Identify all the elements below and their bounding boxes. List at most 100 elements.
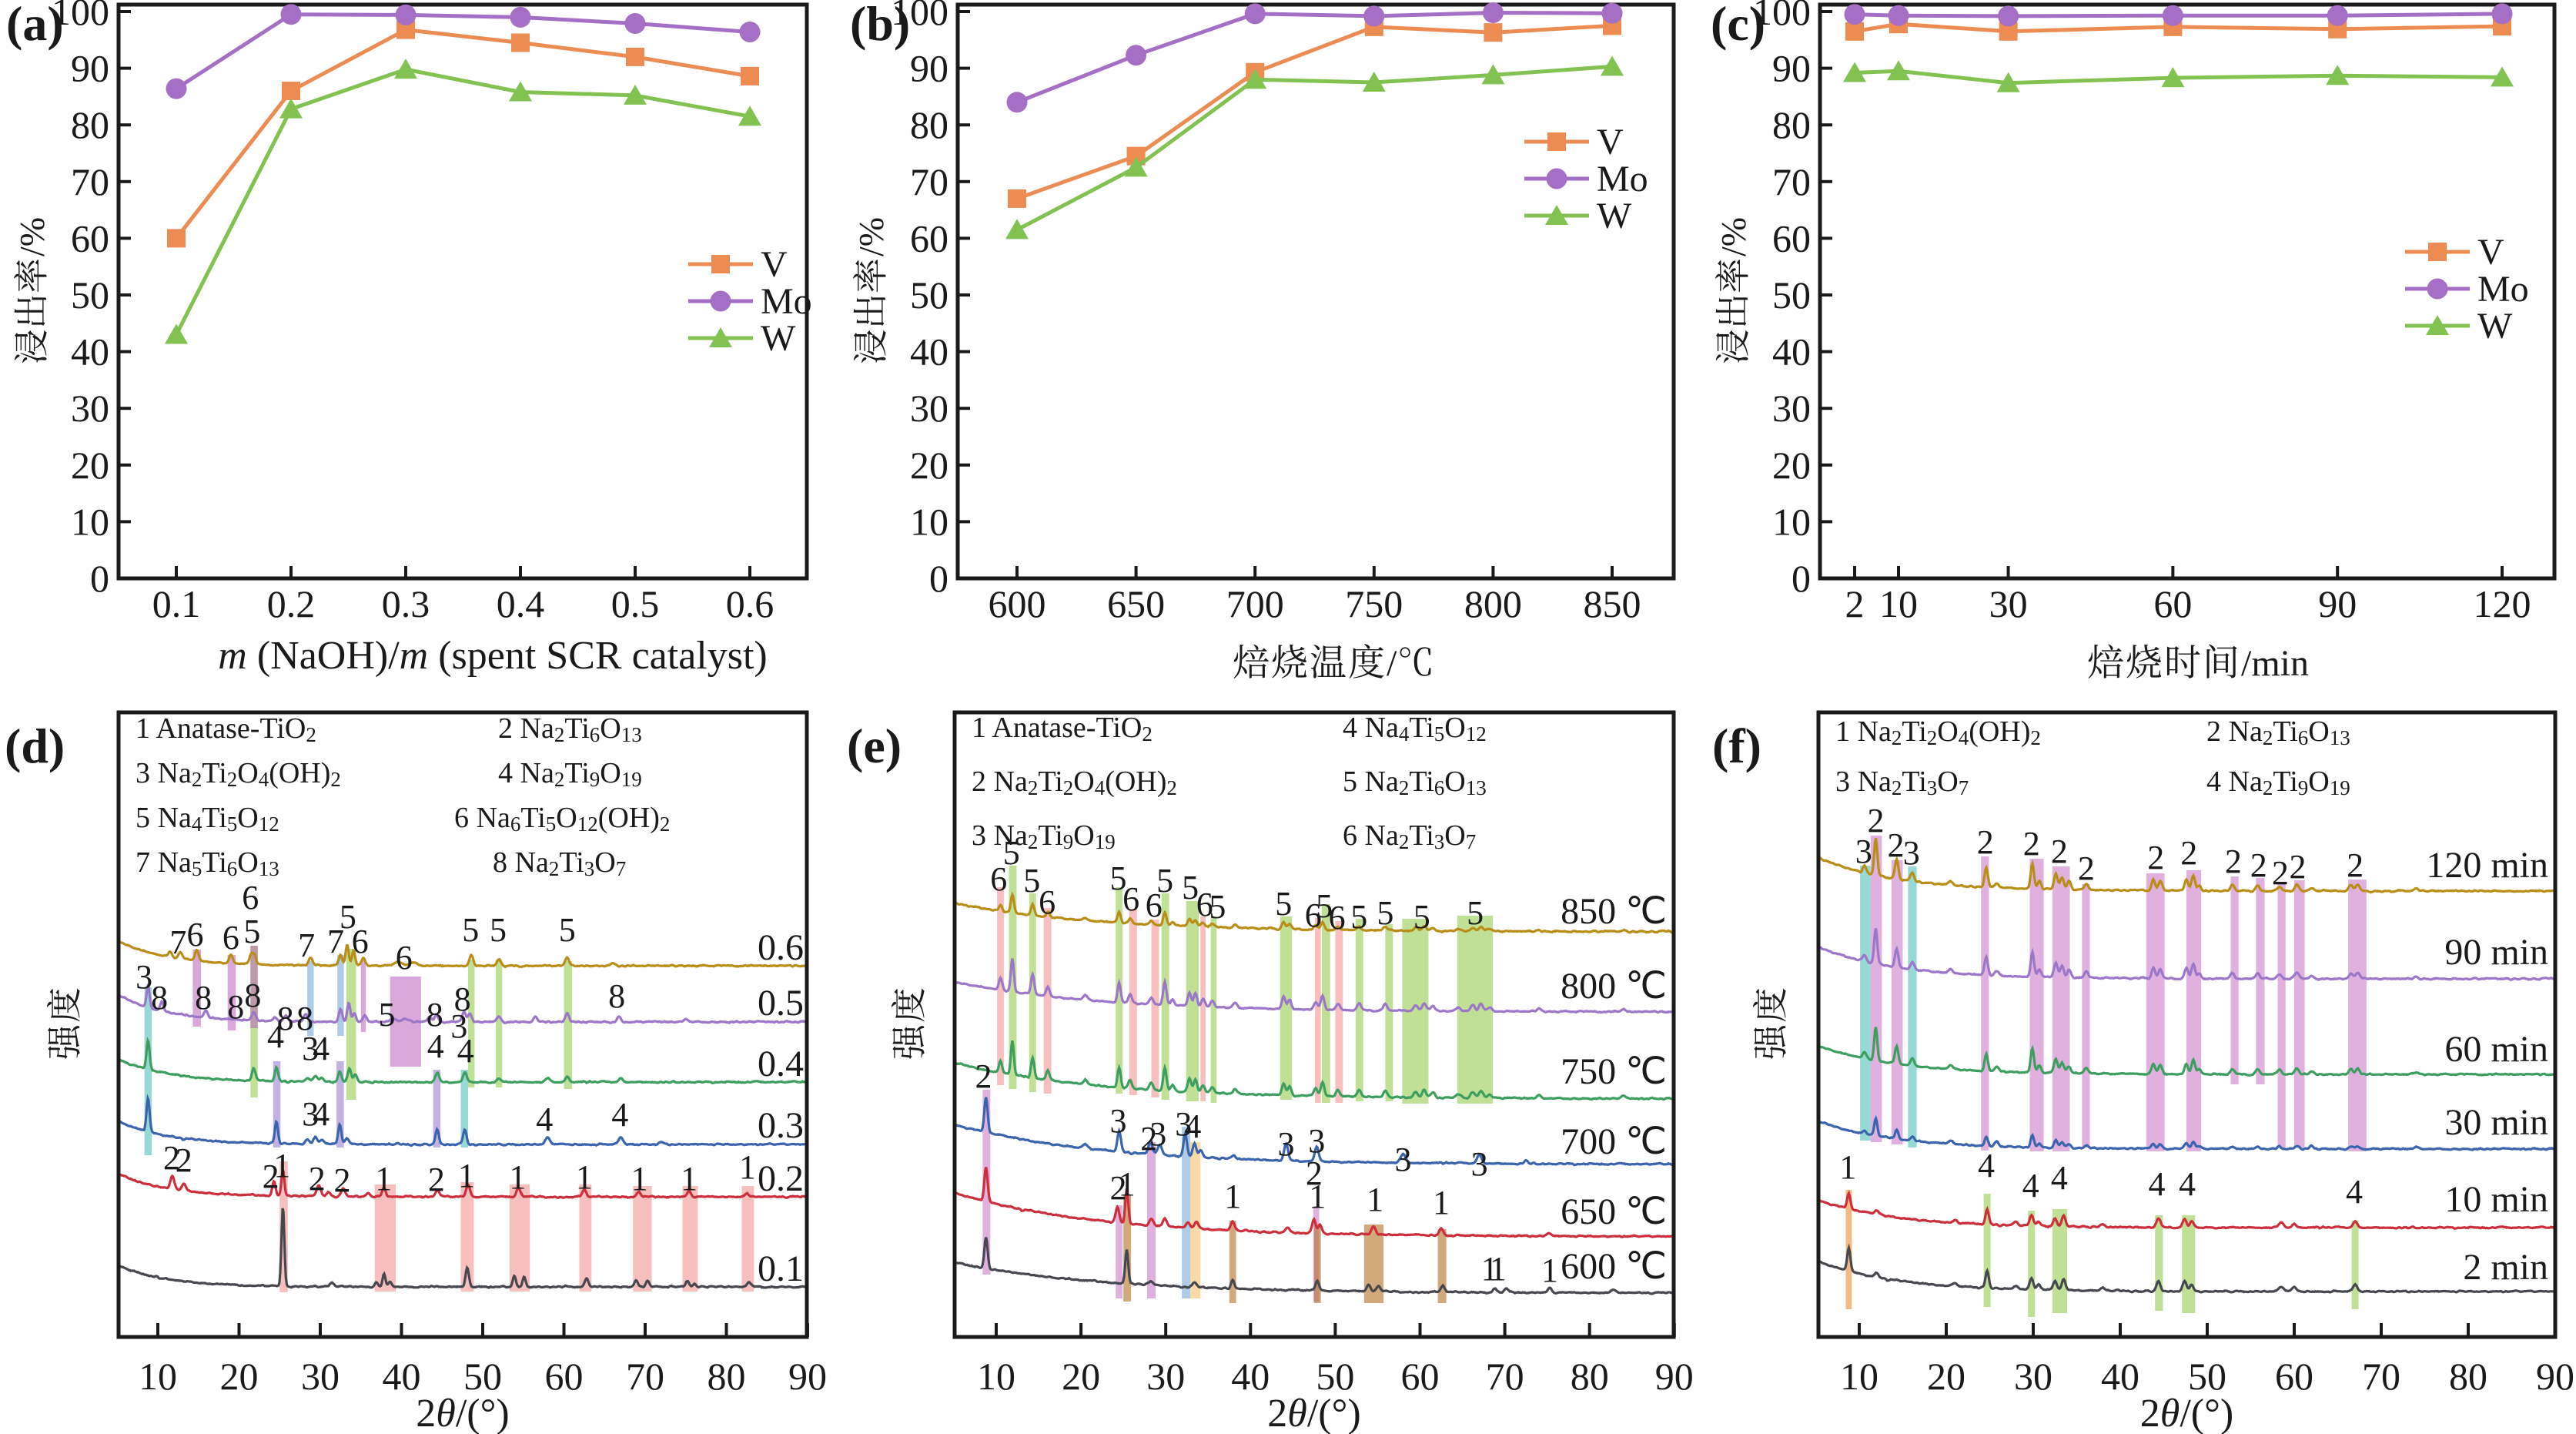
- svg-text:8: 8: [244, 977, 261, 1014]
- svg-text:30: 30: [2014, 1355, 2052, 1398]
- svg-text:60 min: 60 min: [2444, 1029, 2548, 1070]
- svg-text:120: 120: [2474, 582, 2531, 625]
- svg-text:0: 0: [1791, 557, 1811, 600]
- svg-text:2: 2: [1868, 802, 1885, 839]
- svg-text:1: 1: [458, 1157, 475, 1194]
- svg-text:7: 7: [298, 926, 315, 964]
- svg-text:5: 5: [1003, 834, 1020, 872]
- svg-text:4: 4: [2022, 1167, 2039, 1204]
- svg-text:3 Na2Ti9O19: 3 Na2Ti9O19: [972, 819, 1116, 853]
- svg-text:70: 70: [1772, 160, 1811, 203]
- svg-text:2 Na2Ti2O4(OH)2: 2 Na2Ti2O4(OH)2: [972, 766, 1177, 799]
- svg-text:30: 30: [1772, 387, 1811, 430]
- svg-text:50: 50: [71, 273, 109, 317]
- svg-text:20: 20: [220, 1355, 259, 1398]
- svg-text:0.6: 0.6: [726, 582, 774, 625]
- svg-text:10: 10: [1840, 1355, 1878, 1398]
- svg-text:5: 5: [1209, 888, 1226, 926]
- svg-text:70: 70: [71, 160, 109, 203]
- svg-text:/%: /%: [1714, 217, 1753, 256]
- svg-text:8: 8: [195, 979, 212, 1017]
- svg-text:2: 2: [334, 1161, 351, 1199]
- svg-text:(d): (d): [5, 719, 65, 773]
- svg-text:2: 2: [2250, 846, 2267, 884]
- svg-text:2θ/(°): 2θ/(°): [2140, 1392, 2233, 1434]
- svg-text:5: 5: [490, 911, 507, 949]
- svg-text:6: 6: [1122, 880, 1139, 918]
- svg-text:4 Na4Ti5O12: 4 Na4Ti5O12: [1343, 712, 1487, 745]
- svg-text:10: 10: [139, 1355, 177, 1398]
- svg-text:80: 80: [1571, 1355, 1609, 1398]
- svg-text:50: 50: [910, 273, 948, 317]
- svg-text:80: 80: [2449, 1355, 2487, 1398]
- svg-text:2: 2: [2147, 839, 2164, 876]
- svg-text:3: 3: [1395, 1141, 1412, 1178]
- svg-text:40: 40: [2101, 1355, 2139, 1398]
- svg-text:7: 7: [327, 923, 344, 960]
- svg-text:2: 2: [1110, 1169, 1127, 1207]
- svg-text:10 min: 10 min: [2444, 1179, 2548, 1220]
- svg-text:4: 4: [457, 1032, 474, 1070]
- svg-text:50: 50: [1772, 273, 1811, 317]
- svg-text:90: 90: [2536, 1355, 2574, 1398]
- svg-text:Mo: Mo: [2477, 269, 2529, 310]
- svg-text:3: 3: [135, 958, 152, 996]
- svg-text:/%: /%: [851, 217, 891, 256]
- svg-text:2θ/(°): 2θ/(°): [416, 1392, 509, 1434]
- svg-text:4: 4: [1184, 1107, 1201, 1145]
- svg-text:0: 0: [90, 557, 109, 600]
- svg-text:2: 2: [428, 1161, 445, 1198]
- svg-text:0.4: 0.4: [497, 582, 545, 625]
- svg-text:0.5: 0.5: [611, 582, 660, 625]
- svg-text:4: 4: [1978, 1147, 1995, 1184]
- svg-text:4: 4: [536, 1101, 553, 1138]
- svg-text:V: V: [761, 244, 788, 285]
- svg-text:0.4: 0.4: [758, 1044, 804, 1084]
- svg-text:90: 90: [1655, 1355, 1694, 1398]
- svg-text:2: 2: [2347, 846, 2364, 884]
- svg-text:2 min: 2 min: [2463, 1247, 2548, 1288]
- svg-text:50: 50: [463, 1355, 502, 1398]
- svg-text:2: 2: [2078, 849, 2095, 887]
- svg-text:30: 30: [1989, 582, 2028, 625]
- svg-text:6: 6: [1329, 899, 1346, 936]
- svg-text:4: 4: [427, 1027, 444, 1065]
- svg-text:80: 80: [708, 1355, 746, 1398]
- svg-text:3: 3: [302, 1095, 319, 1133]
- svg-text:2 Na2Ti6O13: 2 Na2Ti6O13: [498, 712, 642, 746]
- svg-text:0.3: 0.3: [758, 1105, 804, 1146]
- svg-text:3: 3: [302, 1030, 319, 1067]
- svg-text:3: 3: [1855, 833, 1872, 870]
- svg-text:10: 10: [1772, 500, 1811, 543]
- svg-text:30: 30: [1146, 1355, 1185, 1398]
- svg-text:4: 4: [267, 1017, 284, 1055]
- svg-text:80: 80: [1772, 103, 1811, 146]
- svg-text:90: 90: [2318, 582, 2357, 625]
- svg-text:3 Na2Ti2O4(OH)2: 3 Na2Ti2O4(OH)2: [135, 757, 341, 791]
- svg-text:20: 20: [1927, 1355, 1965, 1398]
- svg-text:4: 4: [611, 1096, 628, 1134]
- svg-text:3: 3: [1278, 1125, 1295, 1163]
- svg-text:2: 2: [309, 1160, 326, 1198]
- svg-text:/min: /min: [2241, 643, 2309, 684]
- svg-text:30 min: 30 min: [2444, 1102, 2548, 1143]
- svg-text:2 Na2Ti6O13: 2 Na2Ti6O13: [2206, 715, 2350, 749]
- svg-text:2: 2: [975, 1057, 992, 1095]
- svg-text:40: 40: [910, 330, 948, 374]
- svg-text:70: 70: [1486, 1355, 1524, 1398]
- svg-text:6 Na6Ti5O12(OH)2: 6 Na6Ti5O12(OH)2: [454, 802, 670, 836]
- svg-text:1: 1: [1481, 1250, 1498, 1288]
- svg-text:6: 6: [990, 860, 1007, 898]
- svg-text:20: 20: [71, 444, 109, 487]
- svg-text:60: 60: [2275, 1355, 2313, 1398]
- svg-text:750 ℃: 750 ℃: [1561, 1051, 1667, 1092]
- svg-text:6: 6: [352, 923, 369, 960]
- svg-text:5: 5: [1275, 885, 1292, 923]
- svg-text:5: 5: [1350, 898, 1367, 936]
- svg-text:(f): (f): [1712, 719, 1761, 773]
- svg-text:/: /: [1387, 643, 1397, 684]
- svg-text:1: 1: [576, 1158, 593, 1196]
- svg-text:2: 2: [1977, 823, 1994, 861]
- svg-text:70: 70: [910, 160, 948, 203]
- svg-text:90: 90: [910, 47, 948, 90]
